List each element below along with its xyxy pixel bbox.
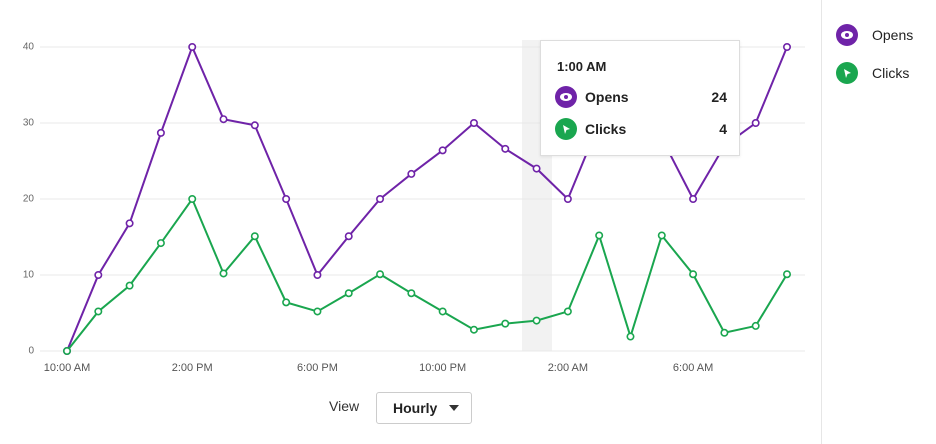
point [94, 270, 103, 279]
tooltip-name: Clicks [585, 121, 627, 137]
point [469, 119, 478, 128]
tooltip-row: Opens 24 [555, 85, 727, 109]
point [501, 319, 510, 328]
legend-item[interactable]: Opens [836, 24, 913, 46]
point [250, 232, 259, 241]
x-tick-label: 10:00 AM [44, 362, 90, 374]
point [282, 298, 291, 307]
point [782, 270, 791, 279]
point [689, 270, 698, 279]
point [376, 270, 385, 279]
y-tick-label: 30 [23, 118, 35, 129]
tooltip-title: 1:00 AM [557, 59, 607, 74]
clicks-icon [836, 62, 858, 84]
point [125, 281, 134, 290]
caret [449, 405, 459, 411]
tooltip-value: 4 [719, 121, 727, 137]
y-tick-label: 10 [23, 270, 35, 281]
point [532, 164, 541, 173]
view-dropdown[interactable]: Hourly [376, 392, 472, 424]
point [469, 325, 478, 334]
x-tick-label: 6:00 AM [673, 362, 713, 374]
point [751, 321, 760, 330]
x-tick-label: 10:00 PM [419, 362, 466, 374]
point [376, 195, 385, 204]
point [563, 195, 572, 204]
x-tick-label: 2:00 PM [172, 362, 213, 374]
y-tick-label: 20 [23, 194, 35, 205]
point [720, 328, 729, 337]
point [563, 307, 572, 316]
clicks-icon [555, 118, 577, 140]
tooltip-name: Opens [585, 89, 629, 105]
point [156, 128, 165, 137]
point [282, 195, 291, 204]
tooltip-row: Clicks 4 [555, 117, 727, 141]
point [532, 316, 541, 325]
point [250, 121, 259, 130]
point [156, 239, 165, 248]
opens-icon [836, 24, 858, 46]
point [657, 231, 666, 240]
point [501, 144, 510, 153]
legend-label: Opens [872, 27, 914, 43]
point [438, 146, 447, 155]
point [94, 307, 103, 316]
tooltip-value: 24 [711, 89, 727, 105]
dropdown-value: Hourly [393, 400, 438, 416]
point [751, 119, 760, 128]
separator [821, 0, 822, 444]
x-tick-label: 6:00 PM [297, 362, 338, 374]
y-tick-label: 0 [28, 346, 34, 357]
view-label: View [329, 398, 360, 414]
point [125, 219, 134, 228]
point [407, 289, 416, 298]
y-tick-label: 40 [23, 42, 35, 53]
point [219, 115, 228, 124]
point [438, 307, 447, 316]
point [689, 195, 698, 204]
series-line [66, 196, 788, 352]
x-tick-label: 2:00 AM [548, 362, 588, 374]
point [188, 42, 197, 51]
point [313, 307, 322, 316]
point [62, 346, 71, 355]
point [626, 332, 635, 341]
legend-label: Clicks [872, 65, 910, 81]
point [782, 42, 791, 51]
legend-item[interactable]: Clicks [836, 62, 909, 84]
point [219, 269, 228, 278]
tooltip: 1:00 AM Opens 24 Clicks 4 [540, 40, 740, 156]
point [595, 231, 604, 240]
point [188, 195, 197, 204]
point [313, 270, 322, 279]
point [344, 232, 353, 241]
point [407, 169, 416, 178]
point [344, 289, 353, 298]
opens-icon [555, 86, 577, 108]
